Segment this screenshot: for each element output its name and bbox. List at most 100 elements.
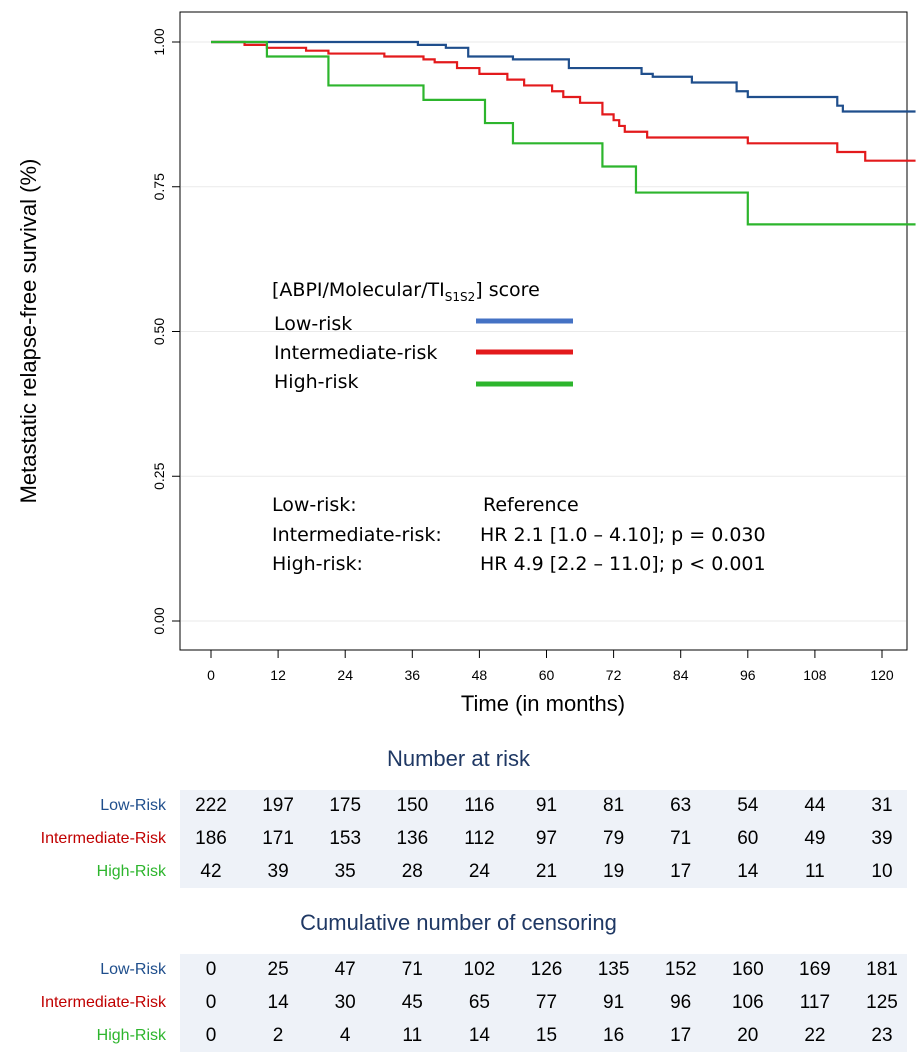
survival-curves xyxy=(211,40,916,226)
risk-table-cell: 39 xyxy=(267,861,289,882)
censor-table-cell: 4 xyxy=(339,1025,351,1046)
risk-table-cell: 91 xyxy=(535,795,558,816)
hr-value-high: HR 4.9 [2.2 – 11.0]; p < 0.001 xyxy=(480,553,766,575)
risk-table-band xyxy=(180,790,907,888)
censor-table-cell: 22 xyxy=(804,1025,826,1046)
risk-table-cell: 222 xyxy=(195,795,227,816)
risk-table-title: Number at risk xyxy=(386,746,531,771)
hazard-ratio-block: Low-risk: Reference Intermediate-risk: H… xyxy=(272,494,766,575)
risk-table-row: Intermediate-Risk 186 171 153 136 112 97 79 71 60… xyxy=(0,824,917,854)
x-tick-label: 108 xyxy=(803,667,827,683)
censor-table-cell: 126 xyxy=(530,959,563,980)
survival-curve-high xyxy=(211,40,916,226)
censor-table-cell: 71 xyxy=(401,959,423,980)
hr-group-intermediate: Intermediate-risk: xyxy=(272,524,442,546)
censor-table-cell: 65 xyxy=(468,992,490,1013)
risk-table-cell: 60 xyxy=(737,828,759,849)
risk-table-cell: 150 xyxy=(396,795,429,816)
censor-table-cell: 0 xyxy=(205,1025,217,1046)
censor-table-cell: 14 xyxy=(267,992,289,1013)
y-tick-label: 0.75 xyxy=(151,173,167,200)
censor-table-cell: 17 xyxy=(670,1025,692,1046)
y-axis-title: Metastatic relapse-free survival (%) xyxy=(16,159,41,504)
risk-table-cell: 186 xyxy=(195,828,227,849)
censor-table-row-label: Intermediate-Risk xyxy=(40,994,166,1011)
y-tick-label: 0.00 xyxy=(151,607,167,634)
censor-table-cell: 14 xyxy=(468,1025,490,1046)
x-tick-label: 0 xyxy=(207,667,215,683)
censor-table-cell: 102 xyxy=(463,959,496,980)
risk-table-cell: 31 xyxy=(871,795,893,816)
legend-title-subscript: S1S2 xyxy=(445,290,476,304)
risk-table-cell: 21 xyxy=(535,861,558,882)
censor-table-cell: 152 xyxy=(664,959,697,980)
risk-table-cell: 197 xyxy=(262,795,294,816)
x-tick-label: 36 xyxy=(405,667,421,683)
risk-table-cell: 97 xyxy=(535,828,558,849)
y-axis: 0.00 0.25 0.50 0.75 1.00 xyxy=(151,28,180,635)
risk-table-row-label: High-Risk xyxy=(96,863,166,880)
legend-title: [ABPI/Molecular/TIS1S2] score xyxy=(272,279,540,304)
censor-table-row: Intermediate-Risk 0 14 30 45 65 77 91 96 106 117 12… xyxy=(0,988,917,1018)
risk-table-cell: 171 xyxy=(262,828,294,849)
risk-table-cell: 28 xyxy=(401,861,423,882)
risk-table-cell: 116 xyxy=(464,795,495,816)
censor-table-cell: 47 xyxy=(334,959,356,980)
censor-table-cell: 2 xyxy=(272,1025,284,1046)
censor-table-cell: 20 xyxy=(737,1025,759,1046)
censor-table-cell: 45 xyxy=(401,992,423,1013)
hr-value-intermediate: HR 2.1 [1.0 – 4.10]; p = 0.030 xyxy=(480,524,766,546)
censor-table-cell: 91 xyxy=(603,992,625,1013)
hr-group-high: High-risk: xyxy=(272,553,363,575)
risk-table-cell: 17 xyxy=(670,861,692,882)
censor-table-cell: 135 xyxy=(597,959,630,980)
censor-table-cell: 0 xyxy=(205,992,217,1013)
survival-plot: 0.00 0.25 0.50 0.75 1.00 0 12 24 36 48 60 72 84 96 10… xyxy=(16,11,916,716)
risk-table-cell: 19 xyxy=(603,861,625,882)
censor-table-cell: 77 xyxy=(535,992,558,1013)
legend-label-low: Low-risk xyxy=(274,313,352,335)
hr-group-low: Low-risk: xyxy=(272,494,357,516)
x-tick-label: 120 xyxy=(870,667,894,683)
censor-table-cell: 25 xyxy=(267,959,289,980)
censor-table-cell: 117 xyxy=(799,992,831,1013)
x-tick-label: 72 xyxy=(606,667,622,683)
risk-table-cell: 79 xyxy=(603,828,625,849)
x-tick-label: 12 xyxy=(270,667,286,683)
risk-table-cell: 35 xyxy=(334,861,356,882)
hr-value-low: Reference xyxy=(483,494,579,516)
risk-table-row: High-Risk 42 39 35 28 24 21 19 17 14 11 10 xyxy=(0,857,917,887)
x-tick-label: 24 xyxy=(337,667,353,683)
censor-table-cell: 125 xyxy=(866,992,898,1013)
legend: [ABPI/Molecular/TIS1S2] score Low-risk I… xyxy=(272,279,573,393)
survival-curve-low xyxy=(211,40,916,113)
censor-table-row-label: Low-Risk xyxy=(100,961,166,978)
x-tick-label: 60 xyxy=(539,667,555,683)
risk-table-row-label: Intermediate-Risk xyxy=(40,830,166,847)
legend-label-high: High-risk xyxy=(274,371,359,393)
censor-table-row: High-Risk 0 2 4 11 14 15 16 17 20 22 23 xyxy=(0,1021,917,1051)
x-axis: 0 12 24 36 48 60 72 84 96 108 120 xyxy=(207,650,894,683)
legend-title-main: [ABPI/Molecular/TI xyxy=(272,279,445,301)
legend-title-end: ] score xyxy=(475,279,540,301)
risk-table-cell: 39 xyxy=(871,828,893,849)
censor-table-row: Low-Risk 0 25 47 71 102 126 135 152 160 169 181 xyxy=(0,955,917,985)
survival-curve-intermediate xyxy=(211,40,916,162)
y-tick-label: 0.25 xyxy=(151,462,167,489)
censor-table-cell: 96 xyxy=(670,992,692,1013)
x-tick-label: 84 xyxy=(673,667,689,683)
censor-table-cell: 0 xyxy=(205,959,217,980)
risk-table-cell: 153 xyxy=(329,828,362,849)
censor-table-cell: 160 xyxy=(731,959,764,980)
risk-table-cell: 63 xyxy=(670,795,692,816)
legend-label-intermediate: Intermediate-risk xyxy=(274,342,437,364)
risk-table-cell: 54 xyxy=(737,795,759,816)
censor-table-cell: 16 xyxy=(603,1025,625,1046)
risk-table-cell: 175 xyxy=(329,795,362,816)
risk-table-cell: 112 xyxy=(464,828,495,849)
risk-table-cell: 10 xyxy=(871,861,893,882)
risk-table-cell: 24 xyxy=(468,861,490,882)
censor-table-cell: 106 xyxy=(731,992,764,1013)
risk-table-cell: 42 xyxy=(200,861,222,882)
risk-table-row-label: Low-Risk xyxy=(100,797,166,814)
